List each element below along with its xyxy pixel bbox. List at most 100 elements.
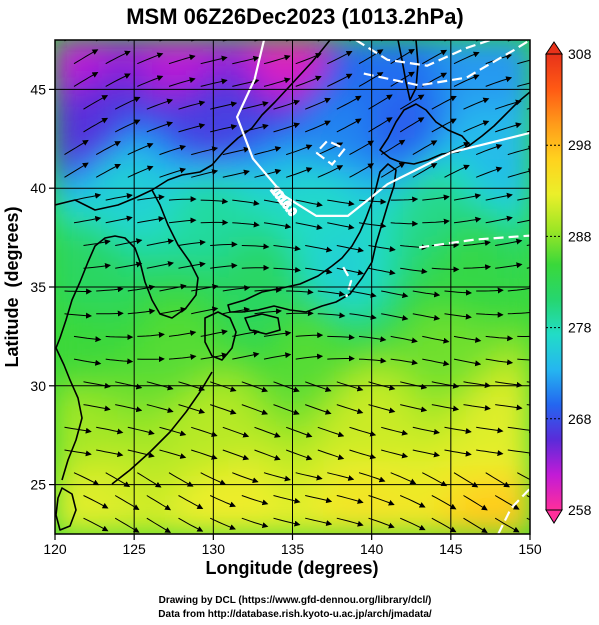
streamline xyxy=(95,163,121,178)
streamline xyxy=(178,517,204,532)
y-tick-label: 40 xyxy=(30,180,46,196)
field-cell xyxy=(180,98,199,121)
streamline xyxy=(200,198,229,205)
field-cell xyxy=(101,157,120,180)
field-cell xyxy=(149,118,167,140)
streamline xyxy=(444,142,470,156)
field-cell xyxy=(370,493,389,516)
field-cell xyxy=(434,315,452,338)
field-cell xyxy=(418,453,436,476)
streamline xyxy=(241,123,269,133)
field-cell xyxy=(117,216,136,239)
field-cell xyxy=(354,335,373,358)
field-cell xyxy=(212,355,231,377)
field-cell xyxy=(180,414,199,437)
streamline xyxy=(349,140,375,156)
field-cell xyxy=(434,335,452,358)
streamline xyxy=(463,495,488,511)
field-cell xyxy=(323,256,341,279)
field-cell xyxy=(339,513,357,534)
streamline xyxy=(412,426,440,435)
field-cell xyxy=(449,216,468,239)
field-cell xyxy=(465,355,484,377)
field-cell xyxy=(101,513,120,534)
x-tick-label: 120 xyxy=(43,541,67,557)
streamline xyxy=(64,312,92,319)
field-cell xyxy=(370,295,389,318)
streamline xyxy=(412,449,440,458)
streamline xyxy=(336,267,364,276)
streamline xyxy=(305,495,333,504)
streamline xyxy=(254,449,281,461)
streamline xyxy=(431,495,457,510)
colorbar-max-triangle xyxy=(545,41,563,55)
field-cell xyxy=(481,394,500,417)
pressure-contour xyxy=(355,40,491,67)
streamline xyxy=(146,260,174,269)
streamline xyxy=(263,330,292,337)
field-cell xyxy=(244,216,262,239)
coastline-asia-mainland xyxy=(55,40,331,211)
field-cell xyxy=(275,58,294,81)
field-cell xyxy=(354,414,373,437)
field-cell xyxy=(418,98,436,121)
streamline xyxy=(444,40,448,42)
streamline xyxy=(254,146,282,156)
streamline xyxy=(327,334,355,341)
streamline xyxy=(295,53,322,65)
streamline xyxy=(317,312,346,319)
streamline xyxy=(295,472,323,481)
streamline xyxy=(191,146,219,156)
field-cell xyxy=(212,315,231,338)
streamline xyxy=(412,163,438,178)
field-cell xyxy=(275,434,294,456)
field-cell xyxy=(85,58,104,81)
field-cell xyxy=(497,236,516,259)
streamline xyxy=(222,285,251,292)
field-cell xyxy=(291,355,310,377)
field-cell xyxy=(434,98,452,121)
field-cell xyxy=(149,493,167,516)
field-cell xyxy=(259,58,278,81)
field-cell xyxy=(465,197,484,219)
pressure-contour xyxy=(315,139,347,167)
field-cell xyxy=(323,40,341,61)
field-cell xyxy=(275,355,294,377)
streamline xyxy=(368,94,393,110)
field-cell xyxy=(449,453,468,476)
streamline xyxy=(422,49,448,65)
field-cell xyxy=(149,355,167,377)
streamline xyxy=(295,222,323,231)
field-cell xyxy=(275,98,294,121)
streamline xyxy=(381,449,409,459)
x-axis-ticks: 120 125 130 135 140 145 150 xyxy=(43,534,542,557)
field-cell xyxy=(55,493,72,516)
field-cell xyxy=(402,236,421,259)
field-cell xyxy=(481,414,500,437)
field-cell xyxy=(85,157,104,180)
streamline xyxy=(317,290,346,297)
field-cell xyxy=(55,137,72,160)
field-cell xyxy=(354,434,373,456)
streamline xyxy=(73,215,102,224)
streamline xyxy=(431,404,460,412)
field-cell xyxy=(354,157,373,180)
streamline xyxy=(210,101,238,110)
streamline xyxy=(517,219,530,224)
streamline xyxy=(273,245,301,252)
field-cell xyxy=(69,493,88,516)
streamline xyxy=(96,449,124,458)
streamline xyxy=(114,96,141,110)
streamline xyxy=(444,449,472,457)
field-cell xyxy=(339,394,357,417)
field-cell xyxy=(354,40,373,61)
streamline xyxy=(83,95,109,110)
streamline xyxy=(463,381,491,389)
field-cell xyxy=(164,355,183,377)
x-tick-label: 150 xyxy=(518,541,542,557)
streamline xyxy=(381,426,409,436)
field-cell xyxy=(212,394,231,417)
streamline xyxy=(105,50,131,65)
field-cell xyxy=(434,236,452,259)
streamline xyxy=(368,117,393,133)
